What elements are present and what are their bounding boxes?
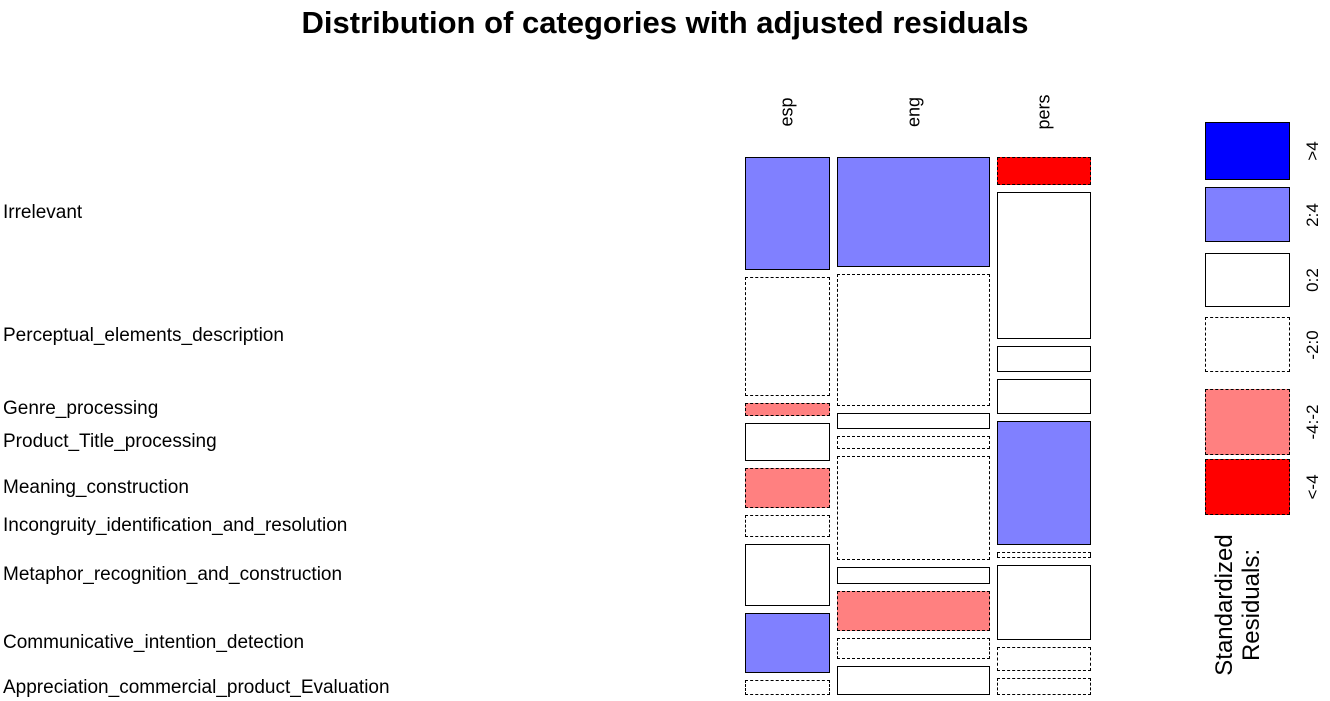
- mosaic-cell-pers-Incongruity_identification_and_resolution: [997, 552, 1091, 558]
- legend-bin-label-2:4: 2:4: [1303, 202, 1322, 227]
- column-label-eng: eng: [903, 96, 924, 128]
- mosaic-cell-esp-Communicative_intention_detection: [745, 613, 830, 674]
- mosaic-cell-eng-Metaphor_recognition_and_construction: [836, 590, 991, 631]
- legend-swatch--2:0: [1205, 317, 1290, 372]
- mosaic-cell-pers-Communicative_intention_detection: [997, 647, 1091, 672]
- mosaic-cell-eng-Communicative_intention_detection: [836, 637, 991, 660]
- legend-title-line-1: Standardized: [1211, 534, 1239, 676]
- mosaic-cell-pers-Irrelevant: [997, 157, 1091, 185]
- mosaic-cell-esp-Incongruity_identification_and_resolution: [745, 514, 830, 538]
- legend-bin-label->4: >4: [1303, 141, 1322, 161]
- legend-swatch-0:2: [1205, 253, 1290, 307]
- legend-swatch->4: [1205, 122, 1290, 180]
- legend-title: Standardized Residuals:: [1211, 534, 1266, 676]
- mosaic-cell-pers-Perceptual_elements_description: [997, 191, 1091, 339]
- legend-bin-label--4:-2: -4:-2: [1303, 404, 1322, 440]
- mosaic-cell-esp-Irrelevant: [745, 157, 830, 270]
- row-label-Product_Title_processing: Product_Title_processing: [3, 430, 217, 452]
- mosaic-cell-esp-Metaphor_recognition_and_construction: [745, 544, 830, 607]
- legend-swatch--4:-2: [1205, 389, 1290, 455]
- row-label-Metaphor_recognition_and_construction: Metaphor_recognition_and_construction: [3, 564, 343, 586]
- mosaic-cell-pers-Product_Title_processing: [997, 378, 1091, 415]
- mosaic-cell-eng-Appreciation_commercial_product_Evaluation: [836, 666, 991, 695]
- mosaic-cell-pers-Metaphor_recognition_and_construction: [997, 564, 1091, 641]
- legend-title-line-2: Residuals:: [1238, 548, 1265, 662]
- legend-bin-label-<-4: <-4: [1303, 474, 1322, 500]
- mosaic-cell-esp-Meaning_construction: [745, 467, 830, 508]
- mosaic-cell-pers-Meaning_construction: [997, 421, 1091, 546]
- mosaic-cell-eng-Genre_processing: [836, 412, 991, 429]
- mosaic-cell-esp-Perceptual_elements_description: [745, 276, 830, 396]
- column-label-esp: esp: [776, 97, 797, 127]
- mosaic-cell-eng-Incongruity_identification_and_resolution: [836, 566, 991, 584]
- row-label-Perceptual_elements_description: Perceptual_elements_description: [3, 325, 284, 347]
- legend-swatch-<-4: [1205, 459, 1290, 515]
- row-label-Incongruity_identification_and_resolution: Incongruity_identification_and_resolutio…: [3, 515, 348, 537]
- mosaic-cell-pers-Appreciation_commercial_product_Evaluation: [997, 678, 1091, 695]
- mosaic-cell-pers-Genre_processing: [997, 345, 1091, 372]
- mosaic-cell-eng-Irrelevant: [836, 157, 991, 267]
- row-label-Communicative_intention_detection: Communicative_intention_detection: [3, 632, 305, 654]
- legend-bin-label--2:0: -2:0: [1303, 329, 1322, 360]
- mosaic-cell-eng-Product_Title_processing: [836, 435, 991, 449]
- mosaic-cell-esp-Genre_processing: [745, 402, 830, 416]
- column-label-pers: pers: [1033, 94, 1054, 130]
- mosaic-cell-esp-Appreciation_commercial_product_Evaluation: [745, 680, 830, 695]
- mosaic-cell-esp-Product_Title_processing: [745, 422, 830, 461]
- row-label-Irrelevant: Irrelevant: [3, 202, 83, 224]
- chart-title: Distribution of categories with adjusted…: [301, 5, 1029, 40]
- row-label-Appreciation_commercial_product_Evaluation: Appreciation_commercial_product_Evaluati…: [3, 676, 390, 698]
- legend-bin-label-0:2: 0:2: [1303, 268, 1322, 292]
- row-label-Meaning_construction: Meaning_construction: [3, 476, 189, 498]
- mosaic-cell-eng-Meaning_construction: [836, 455, 991, 560]
- row-label-Genre_processing: Genre_processing: [3, 398, 159, 420]
- legend-swatch-2:4: [1205, 187, 1290, 242]
- mosaic-cell-eng-Perceptual_elements_description: [836, 273, 991, 406]
